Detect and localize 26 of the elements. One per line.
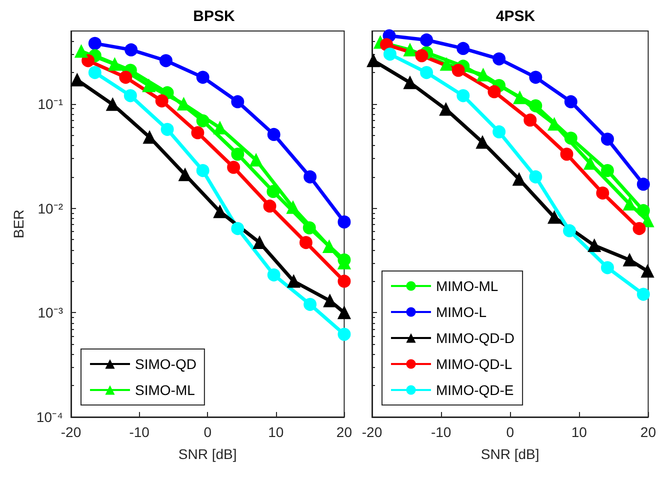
x-tick-label: 10 xyxy=(571,424,588,440)
x-tick-label: -10 xyxy=(430,424,452,440)
y-tick-label: 10⁻¹ xyxy=(38,96,64,112)
y-tick-label: 10⁻⁴ xyxy=(36,409,63,425)
x-tick-label: -20 xyxy=(60,424,82,440)
legend-label: MIMO-QD-E xyxy=(436,382,514,398)
x-axis-title: SNR [dB] xyxy=(178,446,237,462)
x-tick-label: -10 xyxy=(129,424,150,440)
x-tick-label: 10 xyxy=(268,424,284,440)
x-tick-label: 0 xyxy=(204,424,212,440)
legend-label: SIMO-ML xyxy=(135,382,196,398)
legend-label: MIMO-ML xyxy=(436,278,498,294)
legend-label: MIMO-QD-D xyxy=(436,330,515,346)
x-axis-title: SNR [dB] xyxy=(480,446,540,462)
legend-label: MIMO-L xyxy=(436,304,487,320)
legend-label: MIMO-QD-L xyxy=(436,356,512,372)
y-axis-title: BER xyxy=(10,210,27,238)
x-tick-label: 20 xyxy=(640,424,656,440)
x-tick-label: -20 xyxy=(362,424,382,440)
chart-title: 4PSK xyxy=(496,8,536,25)
legend-label: SIMO-QD xyxy=(135,356,196,372)
chart-title: BPSK xyxy=(193,8,235,25)
y-tick-label: 10⁻² xyxy=(38,200,64,216)
x-tick-label: 0 xyxy=(506,424,514,440)
y-tick-label: 10⁻³ xyxy=(38,304,64,321)
x-tick-label: 20 xyxy=(336,424,352,440)
